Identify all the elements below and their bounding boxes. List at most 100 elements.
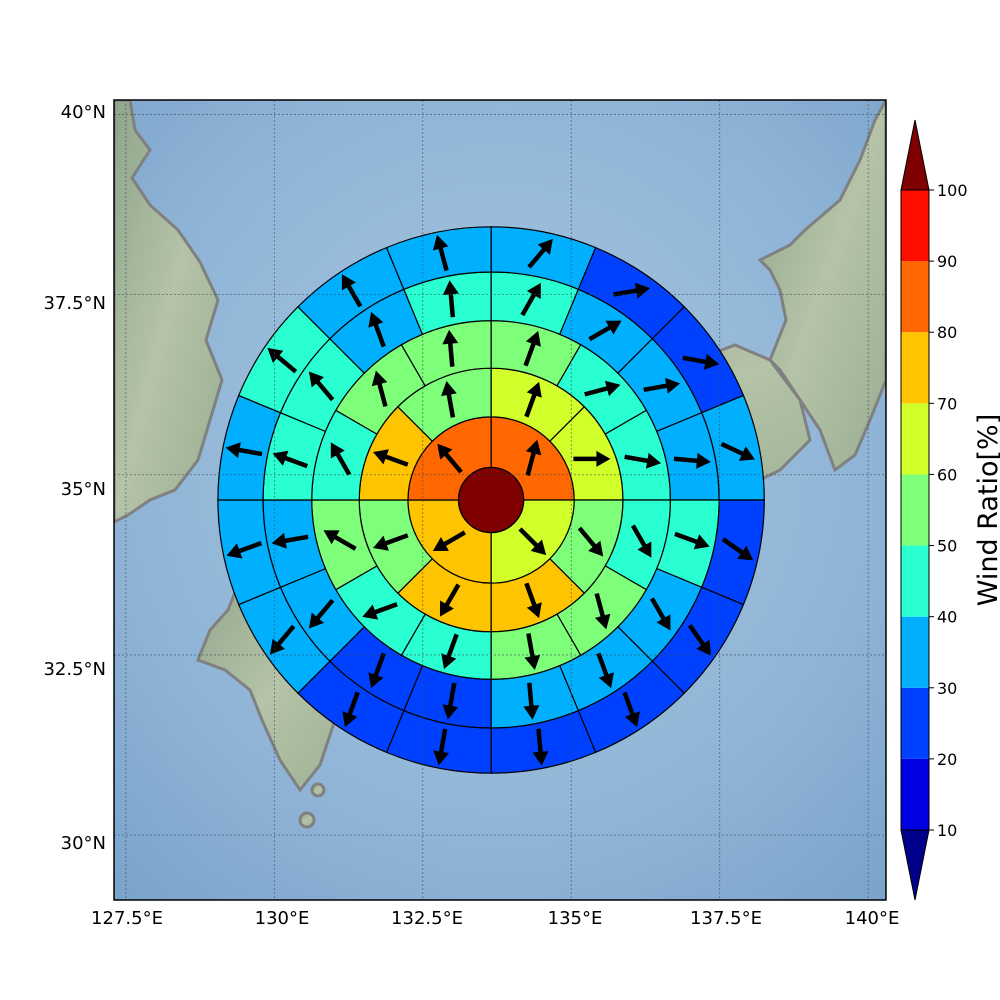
land-honshu-north <box>757 100 886 473</box>
wind-arrow <box>525 439 542 477</box>
wind-arrow <box>594 593 611 630</box>
wind-arrow <box>523 330 541 367</box>
wind-arrow <box>524 633 541 670</box>
lon-tick-label: 132.5°E <box>391 908 463 929</box>
wind-arrow <box>323 530 357 551</box>
wind-arrow <box>225 442 263 458</box>
land-korea <box>114 100 224 524</box>
colorbar-ticks: 10 20 30 40 50 60 70 80 90 100 <box>929 181 968 840</box>
wind-arrow <box>643 377 681 394</box>
colorbar-tick-label: 20 <box>937 750 957 769</box>
lon-tick-label: 127.5°E <box>91 908 163 929</box>
wind-arrow <box>524 582 542 619</box>
colorbar-label: Wind Ratio[%] <box>973 414 1000 606</box>
lat-tick-label: 32.5°N <box>43 659 106 680</box>
lat-tick-labels: 40°N 37.5°N 35°N 32.5°N 30°N <box>43 102 106 854</box>
colorbar-tick-label: 70 <box>937 394 957 413</box>
wind-arrow <box>308 598 335 629</box>
wind-arrow <box>441 633 459 670</box>
wind-arrow <box>271 532 309 549</box>
wind-arrow <box>518 527 547 556</box>
island-yakushima <box>298 811 316 829</box>
lat-tick-label: 40°N <box>61 102 106 123</box>
island-tanegashima <box>310 782 326 798</box>
wind-arrow <box>622 691 640 728</box>
wind-arrow <box>269 624 296 655</box>
colorbar-segments <box>900 119 930 901</box>
wind-arrow <box>721 537 754 561</box>
colorbar-tick-label: 50 <box>937 537 957 556</box>
wind-arrow <box>442 682 459 720</box>
wind-arrow <box>371 370 388 407</box>
wind-arrow <box>226 540 263 559</box>
wind-arrow <box>527 238 553 269</box>
colorbar-tick-label: 60 <box>937 465 957 484</box>
colorbar-segment <box>901 616 929 688</box>
colorbar-tick-label: 30 <box>937 679 957 698</box>
colorbar-tick-label: 80 <box>937 323 957 342</box>
lon-tick-labels: 127.5°E 130°E 132.5°E 135°E 137.5°E 140°… <box>91 908 899 929</box>
wind-arrow <box>432 530 466 551</box>
wind-arrow <box>682 353 720 370</box>
wind-arrow <box>584 380 621 397</box>
colorbar: 10 20 30 40 50 60 70 80 90 100 Wind Ratio[%] <box>900 119 1000 901</box>
wind-arrow <box>673 452 711 469</box>
wind-arrow <box>372 533 409 551</box>
wind-arrow <box>272 450 309 469</box>
wind-arrow <box>588 320 622 342</box>
wind-arrow <box>368 311 386 348</box>
wind-arrows <box>225 234 756 766</box>
colorbar-segment <box>901 545 929 617</box>
wind-arrow <box>624 452 662 469</box>
lon-tick-label: 130°E <box>255 908 310 929</box>
wind-arrow <box>433 728 450 766</box>
colorbar-segment <box>901 190 929 262</box>
colorbar-segment <box>901 332 929 404</box>
wind-arrow <box>630 524 652 558</box>
wind-arrow <box>520 282 541 317</box>
colorbar-extend-min <box>900 829 930 901</box>
lat-tick-label: 35°N <box>61 479 106 500</box>
colorbar-tick-label: 40 <box>937 608 957 627</box>
colorbar-tick-label: 100 <box>937 181 968 200</box>
colorbar-frame <box>900 189 930 831</box>
wind-arrow <box>573 450 611 467</box>
lat-tick-label: 30°N <box>61 833 106 854</box>
map-area <box>114 100 886 900</box>
colorbar-segment <box>901 474 929 546</box>
wind-arrow <box>524 381 542 418</box>
wind-arrow <box>650 597 671 631</box>
wind-arrow <box>372 449 409 467</box>
wind-arrow <box>577 526 604 557</box>
wind-arrow <box>442 329 459 367</box>
wind-arrow <box>442 280 459 318</box>
colorbar-segment <box>901 687 929 759</box>
wind-arrow <box>308 371 335 402</box>
graticule <box>114 100 886 900</box>
colorbar-tick-label: 10 <box>937 821 957 840</box>
wind-arrow <box>342 691 360 728</box>
lon-tick-label: 135°E <box>548 908 603 929</box>
wind-arrow <box>532 728 549 766</box>
colorbar-segment <box>901 261 929 333</box>
wind-arrow <box>441 380 457 418</box>
map-frame <box>113 99 887 901</box>
wind-arrow <box>341 274 363 308</box>
wind-arrow <box>368 652 386 689</box>
wind-sectors <box>217 226 765 774</box>
colorbar-tick-label: 90 <box>937 252 957 271</box>
lon-tick-label: 140°E <box>845 908 900 929</box>
wind-arrow <box>330 442 352 476</box>
wind-arrow <box>687 624 711 656</box>
colorbar-segment <box>901 758 929 830</box>
wind-arrow <box>267 347 298 374</box>
wind-arrow <box>674 531 710 550</box>
wind-sector <box>385 226 492 291</box>
lat-tick-label: 37.5°N <box>43 293 106 314</box>
wind-arrow <box>439 583 461 617</box>
wind-arrow <box>720 441 756 461</box>
wind-arrow <box>437 443 463 474</box>
wind-arrow <box>596 652 614 689</box>
lon-tick-label: 137.5°E <box>690 908 762 929</box>
